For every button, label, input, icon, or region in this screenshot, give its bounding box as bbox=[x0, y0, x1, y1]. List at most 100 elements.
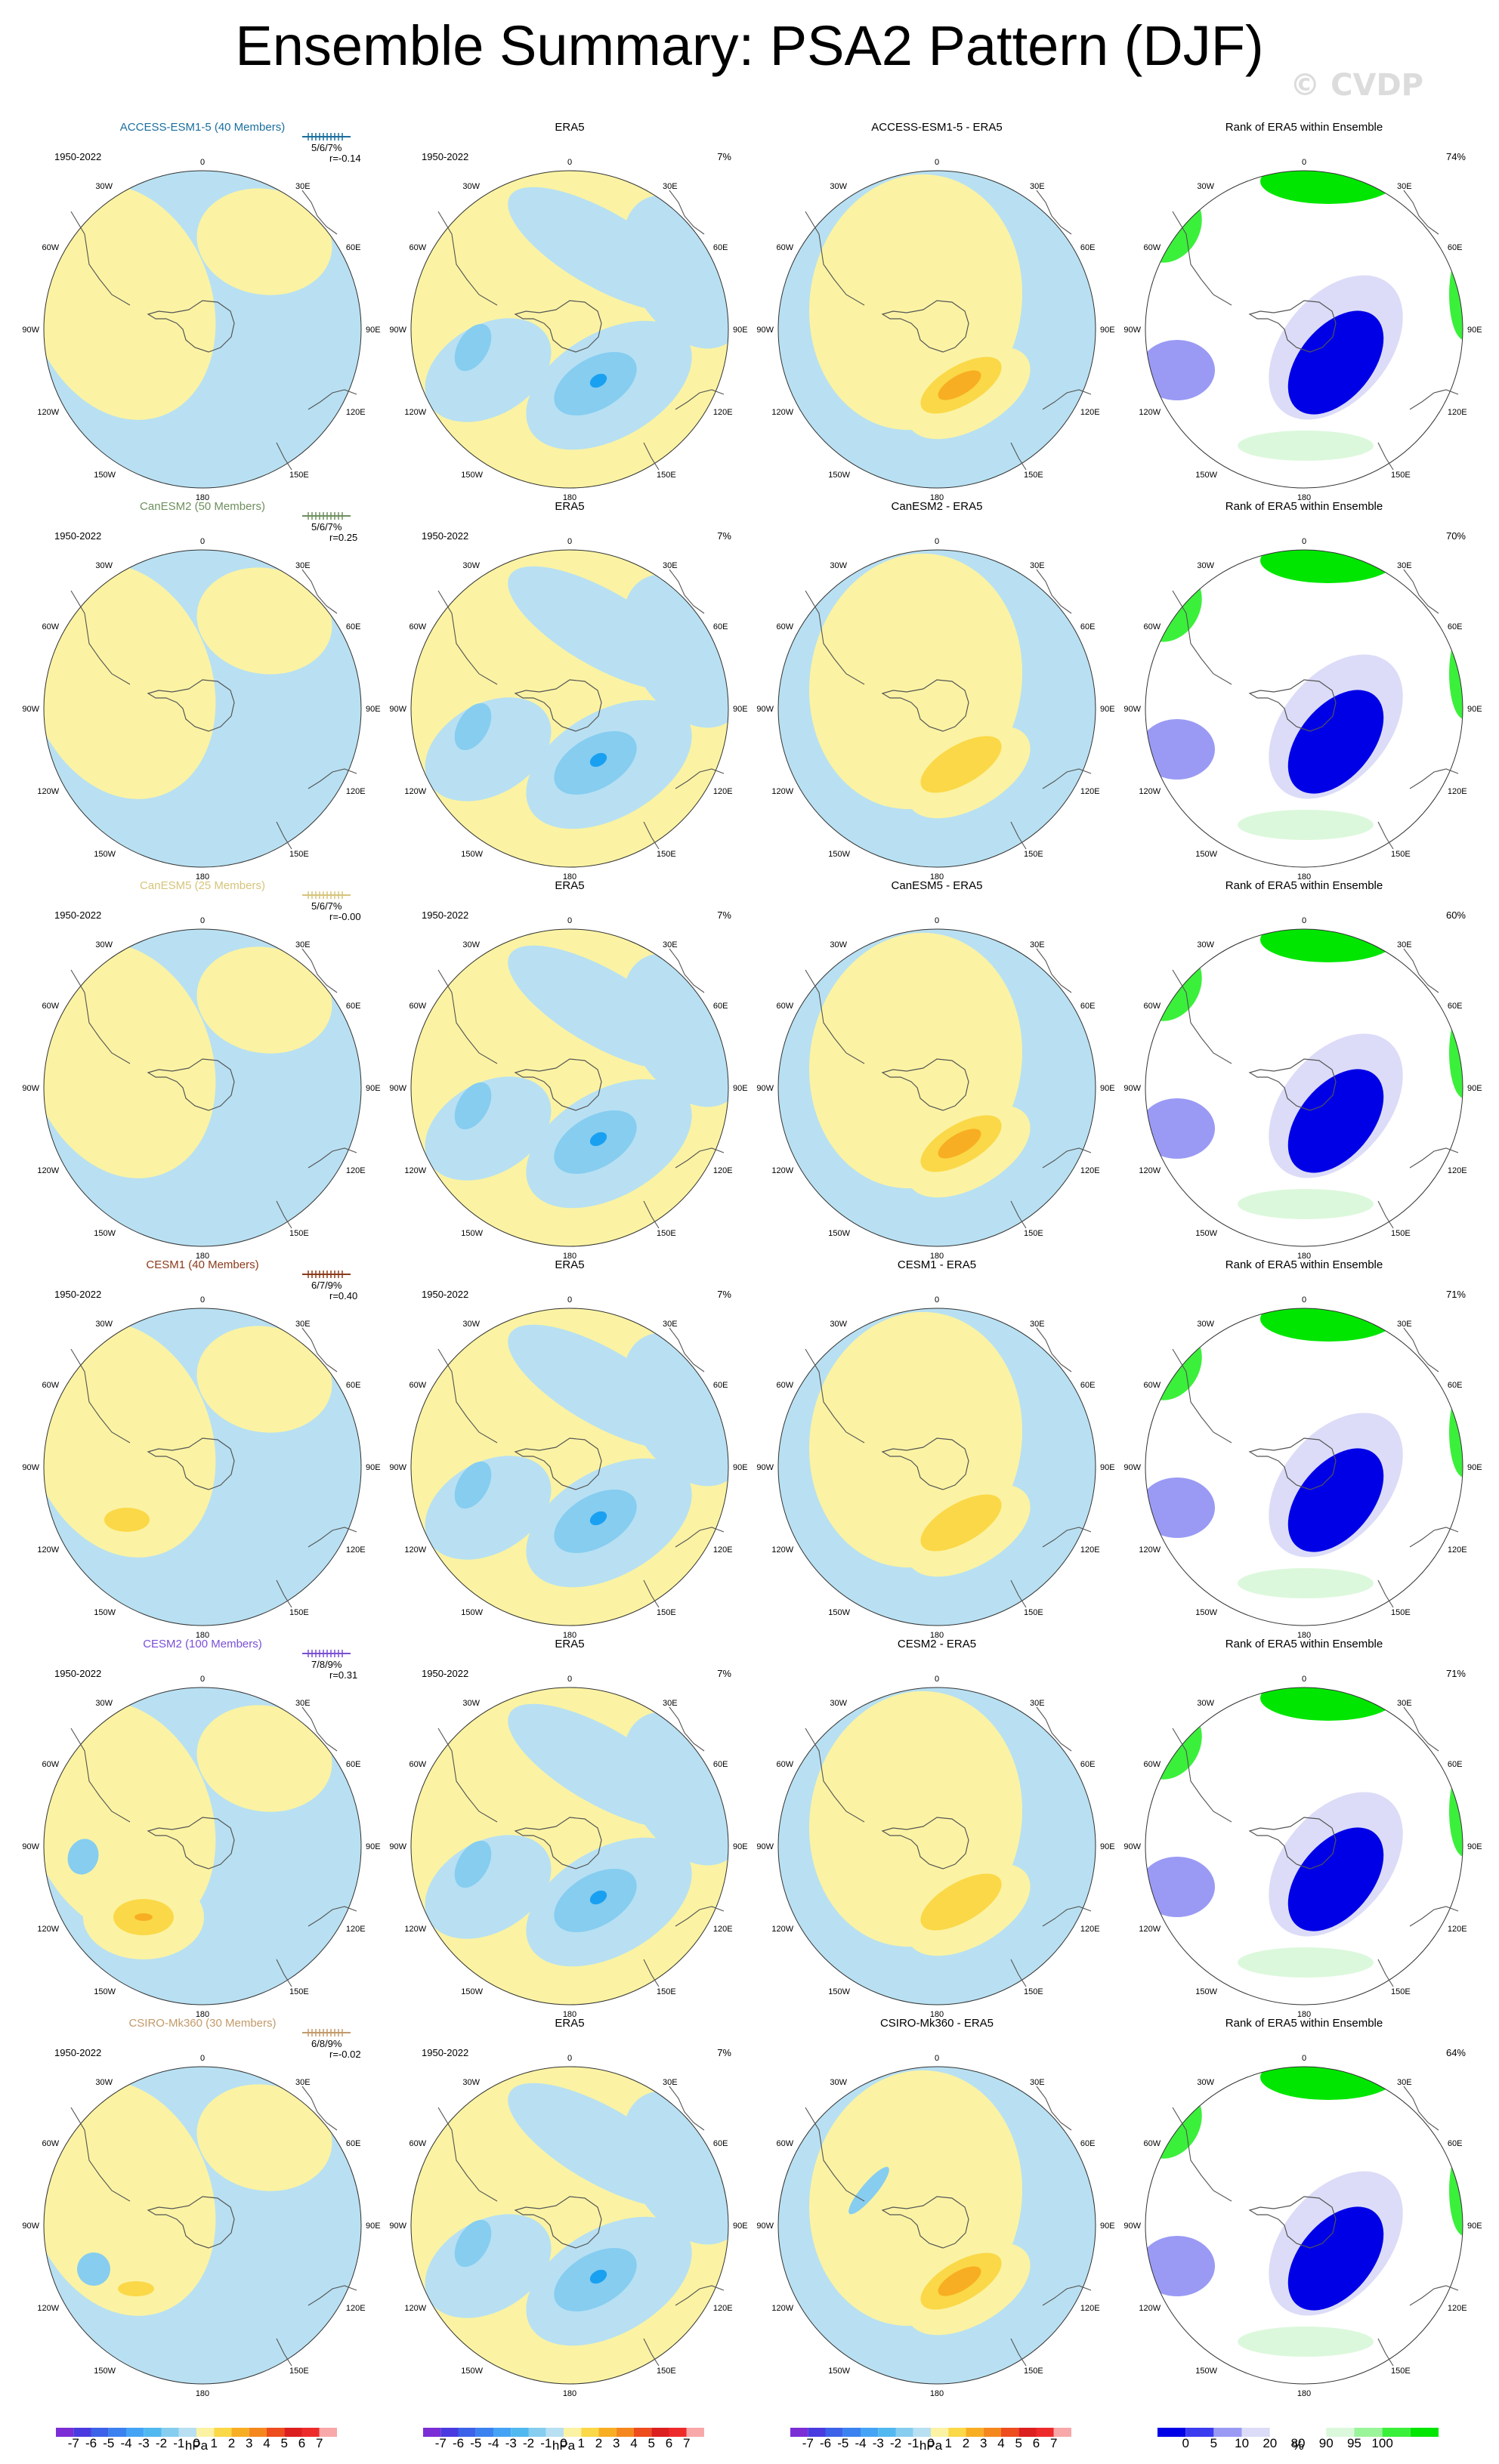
lon-label-w60: 60W bbox=[777, 1002, 794, 1011]
new-zealand-coastline bbox=[643, 1579, 660, 1608]
map-boundary bbox=[410, 2066, 729, 2385]
colorbar-tick-label: -7 bbox=[68, 2436, 79, 2450]
lon-label-w120: 120W bbox=[771, 2304, 793, 2313]
lon-label-s: 180 bbox=[563, 493, 576, 502]
colorbar-swatch bbox=[1157, 2428, 1186, 2437]
lon-label-w90: 90W bbox=[22, 2222, 39, 2231]
period-label: 1950-2022 bbox=[54, 1289, 102, 1300]
rank-title: Rank of ERA5 within Ensemble bbox=[1225, 500, 1383, 513]
colorbar-tick-label: -5 bbox=[103, 2436, 114, 2450]
panel-model-CSIRO-Mk360: 0 30E 60E 90E 120E 150E 180 150W 120W 90W 60W 30W CS… bbox=[15, 2017, 390, 2398]
new-zealand-coastline bbox=[276, 821, 292, 850]
positive-anomaly-core bbox=[938, 2266, 981, 2296]
lon-label-w150: 150W bbox=[1195, 850, 1217, 859]
lon-label-w120: 120W bbox=[404, 1545, 426, 1555]
lon-label-w30: 30W bbox=[95, 940, 113, 949]
lon-label-e60: 60E bbox=[1448, 1002, 1463, 1011]
colorbar-tick-label: 10 bbox=[1235, 2436, 1249, 2450]
lon-label-w60: 60W bbox=[410, 243, 427, 252]
colorbar-tick-label: 95 bbox=[1347, 2436, 1361, 2450]
panel-diff-ACCESS-ESM1-5: 0 30E 60E 90E 120E 150E 180 150W 120W 90W 60W 30W AC… bbox=[750, 121, 1124, 502]
lon-label-w90: 90W bbox=[389, 1842, 406, 1851]
colorbar-swatch bbox=[249, 2428, 267, 2437]
lon-label-e60: 60E bbox=[1448, 622, 1463, 631]
new-zealand-coastline bbox=[1010, 2338, 1027, 2367]
lon-label-e90: 90E bbox=[366, 2222, 381, 2231]
antarctica-coastline bbox=[1248, 1817, 1337, 1870]
colorbar-unit: % bbox=[1292, 2438, 1304, 2453]
lon-label-e90: 90E bbox=[366, 1084, 381, 1093]
lon-label-e90: 90E bbox=[366, 705, 381, 714]
colorbar-tick-label: 7 bbox=[1050, 2436, 1057, 2450]
pattern-correlation: r=0.25 bbox=[329, 532, 358, 543]
lon-label-w60: 60W bbox=[410, 1760, 427, 1769]
map-boundary bbox=[1145, 1687, 1463, 2005]
lon-label-e90: 90E bbox=[1100, 2222, 1115, 2231]
colorbar-swatch bbox=[440, 2428, 459, 2437]
rank-percent: 74% bbox=[1445, 151, 1466, 162]
negative-anomaly bbox=[67, 1839, 99, 1875]
lon-label-w60: 60W bbox=[777, 243, 794, 252]
map-field bbox=[778, 550, 1096, 867]
lon-label-n: 0 bbox=[200, 1675, 205, 1684]
new-zealand-coastline bbox=[1010, 821, 1027, 850]
new-zealand-coastline bbox=[276, 1959, 292, 1987]
lon-label-w30: 30W bbox=[830, 1320, 847, 1329]
lon-label-n: 0 bbox=[1302, 537, 1306, 546]
lon-label-e150: 150E bbox=[1391, 1987, 1411, 1996]
lon-label-e120: 120E bbox=[1448, 1166, 1467, 1175]
new-zealand-coastline bbox=[1010, 442, 1027, 471]
south-america-coastline bbox=[437, 969, 498, 1064]
lon-label-w120: 120W bbox=[1139, 787, 1161, 796]
panel-era5-CanESM2: 0 30E 60E 90E 120E 150E 180 150W 120W 90W 60W 30W ER… bbox=[382, 500, 757, 881]
polar-map: 0 30E 60E 90E 120E 150E 180 150W 120W 90W 60W 30W bbox=[1123, 2054, 1482, 2398]
lon-label-e30: 30E bbox=[1397, 182, 1412, 191]
lon-label-w30: 30W bbox=[1197, 182, 1214, 191]
lon-label-e120: 120E bbox=[713, 1925, 733, 1934]
lon-label-n: 0 bbox=[935, 1295, 939, 1305]
panel-diff-CSIRO-Mk360: 0 30E 60E 90E 120E 150E 180 150W 120W 90W 60W 30W CS… bbox=[750, 2017, 1124, 2398]
colorbar-swatch bbox=[196, 2428, 215, 2437]
africa-coastline bbox=[1403, 2086, 1439, 2131]
model-title: CESM2 (100 Members) bbox=[143, 1638, 262, 1650]
antarctica-coastline bbox=[514, 300, 602, 353]
africa-coastline bbox=[1403, 1327, 1439, 1372]
lon-label-w120: 120W bbox=[1139, 1925, 1161, 1934]
south-america-coastline bbox=[70, 1728, 131, 1823]
colorbar-swatch bbox=[493, 2428, 512, 2437]
colorbar-swatch bbox=[423, 2428, 441, 2437]
colorbar-tick-label: 5 bbox=[1015, 2436, 1022, 2450]
new-zealand-coastline bbox=[1377, 2338, 1394, 2367]
new-zealand-coastline bbox=[276, 442, 292, 471]
colorbar-tick-label: 3 bbox=[980, 2436, 987, 2450]
colorbar-tick-label: 0 bbox=[560, 2436, 567, 2450]
lon-label-w150: 150W bbox=[461, 1608, 483, 1617]
negative-anomaly-core bbox=[589, 373, 607, 388]
lon-label-s: 180 bbox=[563, 2389, 576, 2398]
panel-model-CESM1: 0 30E 60E 90E 120E 150E 180 150W 120W 90W 60W 30W CE… bbox=[15, 1258, 390, 1639]
new-zealand-coastline bbox=[643, 1200, 660, 1229]
lon-label-n: 0 bbox=[935, 1675, 939, 1684]
lon-label-n: 0 bbox=[567, 1675, 572, 1684]
variance-spread: 5/6/7% bbox=[311, 142, 342, 153]
antarctica-coastline bbox=[881, 300, 969, 353]
australia-coastline bbox=[1042, 389, 1092, 410]
africa-coastline bbox=[669, 190, 705, 235]
polar-map: 0 30E 60E 90E 120E 150E 180 150W 120W 90W 60W 30W bbox=[389, 916, 747, 1260]
map-field bbox=[778, 1308, 1096, 1626]
south-america-coastline bbox=[437, 1728, 498, 1823]
map-field bbox=[44, 1687, 361, 2005]
lon-label-n: 0 bbox=[567, 2054, 572, 2063]
map-field bbox=[44, 929, 361, 1246]
antarctica-coastline bbox=[1248, 2196, 1337, 2249]
positive-anomaly bbox=[44, 564, 216, 799]
map-field bbox=[1145, 1687, 1463, 2005]
rank-highest bbox=[1260, 929, 1396, 962]
colorbar-swatch bbox=[842, 2428, 861, 2437]
positive-anomaly bbox=[196, 2084, 332, 2191]
era5-title: ERA5 bbox=[555, 879, 585, 892]
lon-label-w150: 150W bbox=[828, 850, 850, 859]
australia-coastline bbox=[675, 768, 725, 789]
lon-label-w60: 60W bbox=[777, 622, 794, 631]
colorbar-swatch bbox=[861, 2428, 879, 2437]
